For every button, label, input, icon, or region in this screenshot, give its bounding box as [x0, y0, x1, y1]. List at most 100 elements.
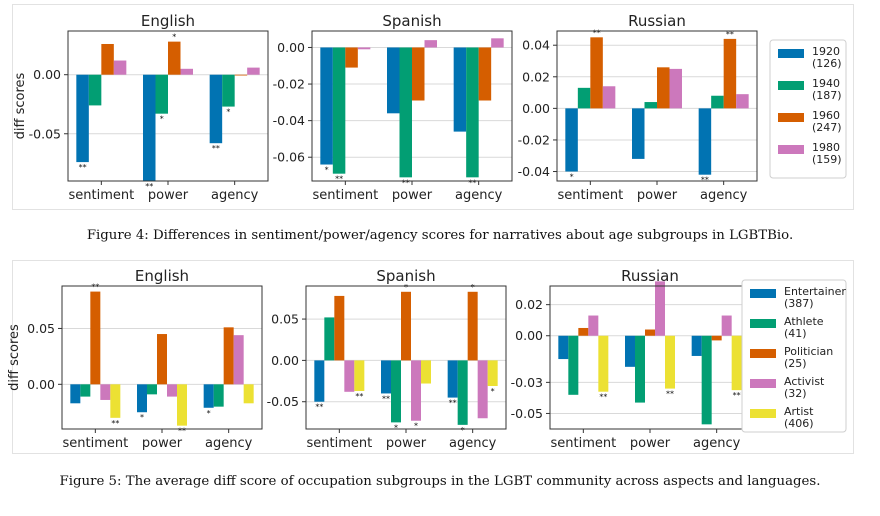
legend-label: Politician [784, 345, 833, 358]
bar [100, 384, 111, 400]
significance-marker: * [172, 33, 176, 42]
bar [665, 335, 675, 389]
legend-label: Entertainer [784, 285, 846, 298]
bar [491, 38, 504, 48]
legend-box [741, 279, 847, 433]
bar [243, 384, 254, 404]
bar [736, 94, 749, 109]
bar [324, 317, 335, 361]
x-tick-label: power [392, 188, 433, 203]
bar [88, 74, 102, 106]
bar [247, 67, 260, 75]
bar [701, 335, 712, 425]
bar [314, 360, 325, 402]
bar [213, 384, 224, 407]
bar [381, 360, 391, 394]
legend-label: (25) [784, 357, 807, 370]
significance-marker: * [461, 426, 465, 435]
figure-4-caption: Figure 4: Differences in sentiment/power… [86, 228, 794, 243]
significance-marker: ** [178, 427, 186, 436]
significance-marker: * [160, 115, 164, 124]
y-tick-label: 0.02 [515, 297, 543, 312]
bar [644, 102, 657, 109]
bar [487, 360, 498, 387]
bar [180, 68, 193, 75]
y-tick-label: 0.05 [27, 321, 55, 336]
legend-swatch [778, 145, 804, 154]
bar [76, 74, 89, 163]
y-tick-label: -0.02 [518, 132, 550, 147]
significance-marker: ** [335, 175, 343, 184]
bar [723, 38, 737, 109]
chart-title: Russian [628, 12, 686, 30]
x-tick-label: sentiment [68, 188, 134, 203]
significance-marker: * [226, 108, 230, 117]
significance-marker: * [471, 283, 475, 292]
y-tick-label: 0.00 [27, 377, 55, 392]
significance-marker: * [491, 387, 495, 396]
bar [632, 108, 645, 159]
bar [598, 335, 609, 392]
significance-marker: * [414, 422, 418, 431]
chart-title: Spanish [376, 267, 435, 285]
significance-marker: * [207, 409, 211, 418]
bar [344, 360, 355, 392]
bar [399, 47, 412, 178]
legend-label: (41) [784, 327, 807, 340]
y-tick-label: -0.06 [273, 150, 305, 165]
bar [602, 86, 616, 109]
bar [412, 47, 425, 101]
bar [457, 360, 468, 425]
bar [558, 335, 569, 360]
significance-marker: * [325, 166, 329, 175]
x-tick-label: agency [693, 436, 741, 451]
legend-label: (159) [812, 153, 842, 166]
bar [453, 47, 467, 132]
bar [157, 334, 167, 385]
y-tick-label: 0.00 [277, 40, 305, 55]
legend-swatch [750, 289, 776, 298]
bar [334, 295, 345, 361]
chart-title: Spanish [382, 12, 441, 30]
bar [669, 68, 682, 109]
bar [421, 360, 431, 384]
x-tick-label: agency [205, 436, 253, 451]
significance-marker: ** [402, 178, 410, 187]
bar [401, 291, 411, 361]
legend-label: 1940 [812, 77, 840, 90]
x-tick-label: power [637, 188, 678, 203]
bar [578, 327, 589, 336]
x-tick-label: sentiment [312, 188, 378, 203]
y-tick-label: 0.00 [515, 328, 543, 343]
y-tick-label: -0.05 [267, 394, 299, 409]
bar [645, 329, 655, 336]
legend-label: (387) [784, 297, 814, 310]
legend-label: (247) [812, 121, 842, 134]
bar [721, 315, 732, 336]
bar [203, 384, 214, 408]
significance-marker: ** [468, 178, 476, 187]
bar [233, 335, 244, 385]
x-tick-label: sentiment [550, 436, 616, 451]
y-axis-label: diff scores [13, 72, 28, 139]
legend-swatch [750, 349, 776, 358]
bar [447, 360, 458, 398]
legend-label: (126) [812, 57, 842, 70]
significance-marker: ** [382, 394, 390, 403]
bar [577, 87, 591, 109]
x-tick-label: power [386, 436, 427, 451]
x-tick-label: agency [455, 188, 503, 203]
bar [90, 291, 101, 385]
significance-marker: ** [145, 182, 153, 191]
bar [477, 360, 488, 419]
significance-marker: ** [212, 144, 220, 153]
legend-swatch [778, 81, 804, 90]
y-tick-label: -0.03 [511, 375, 543, 390]
x-tick-label: agency [449, 436, 497, 451]
x-tick-label: sentiment [557, 188, 623, 203]
significance-marker: * [394, 423, 398, 432]
figure-5-panel [12, 260, 854, 454]
x-tick-label: power [630, 436, 671, 451]
chart-title: English [135, 267, 189, 285]
